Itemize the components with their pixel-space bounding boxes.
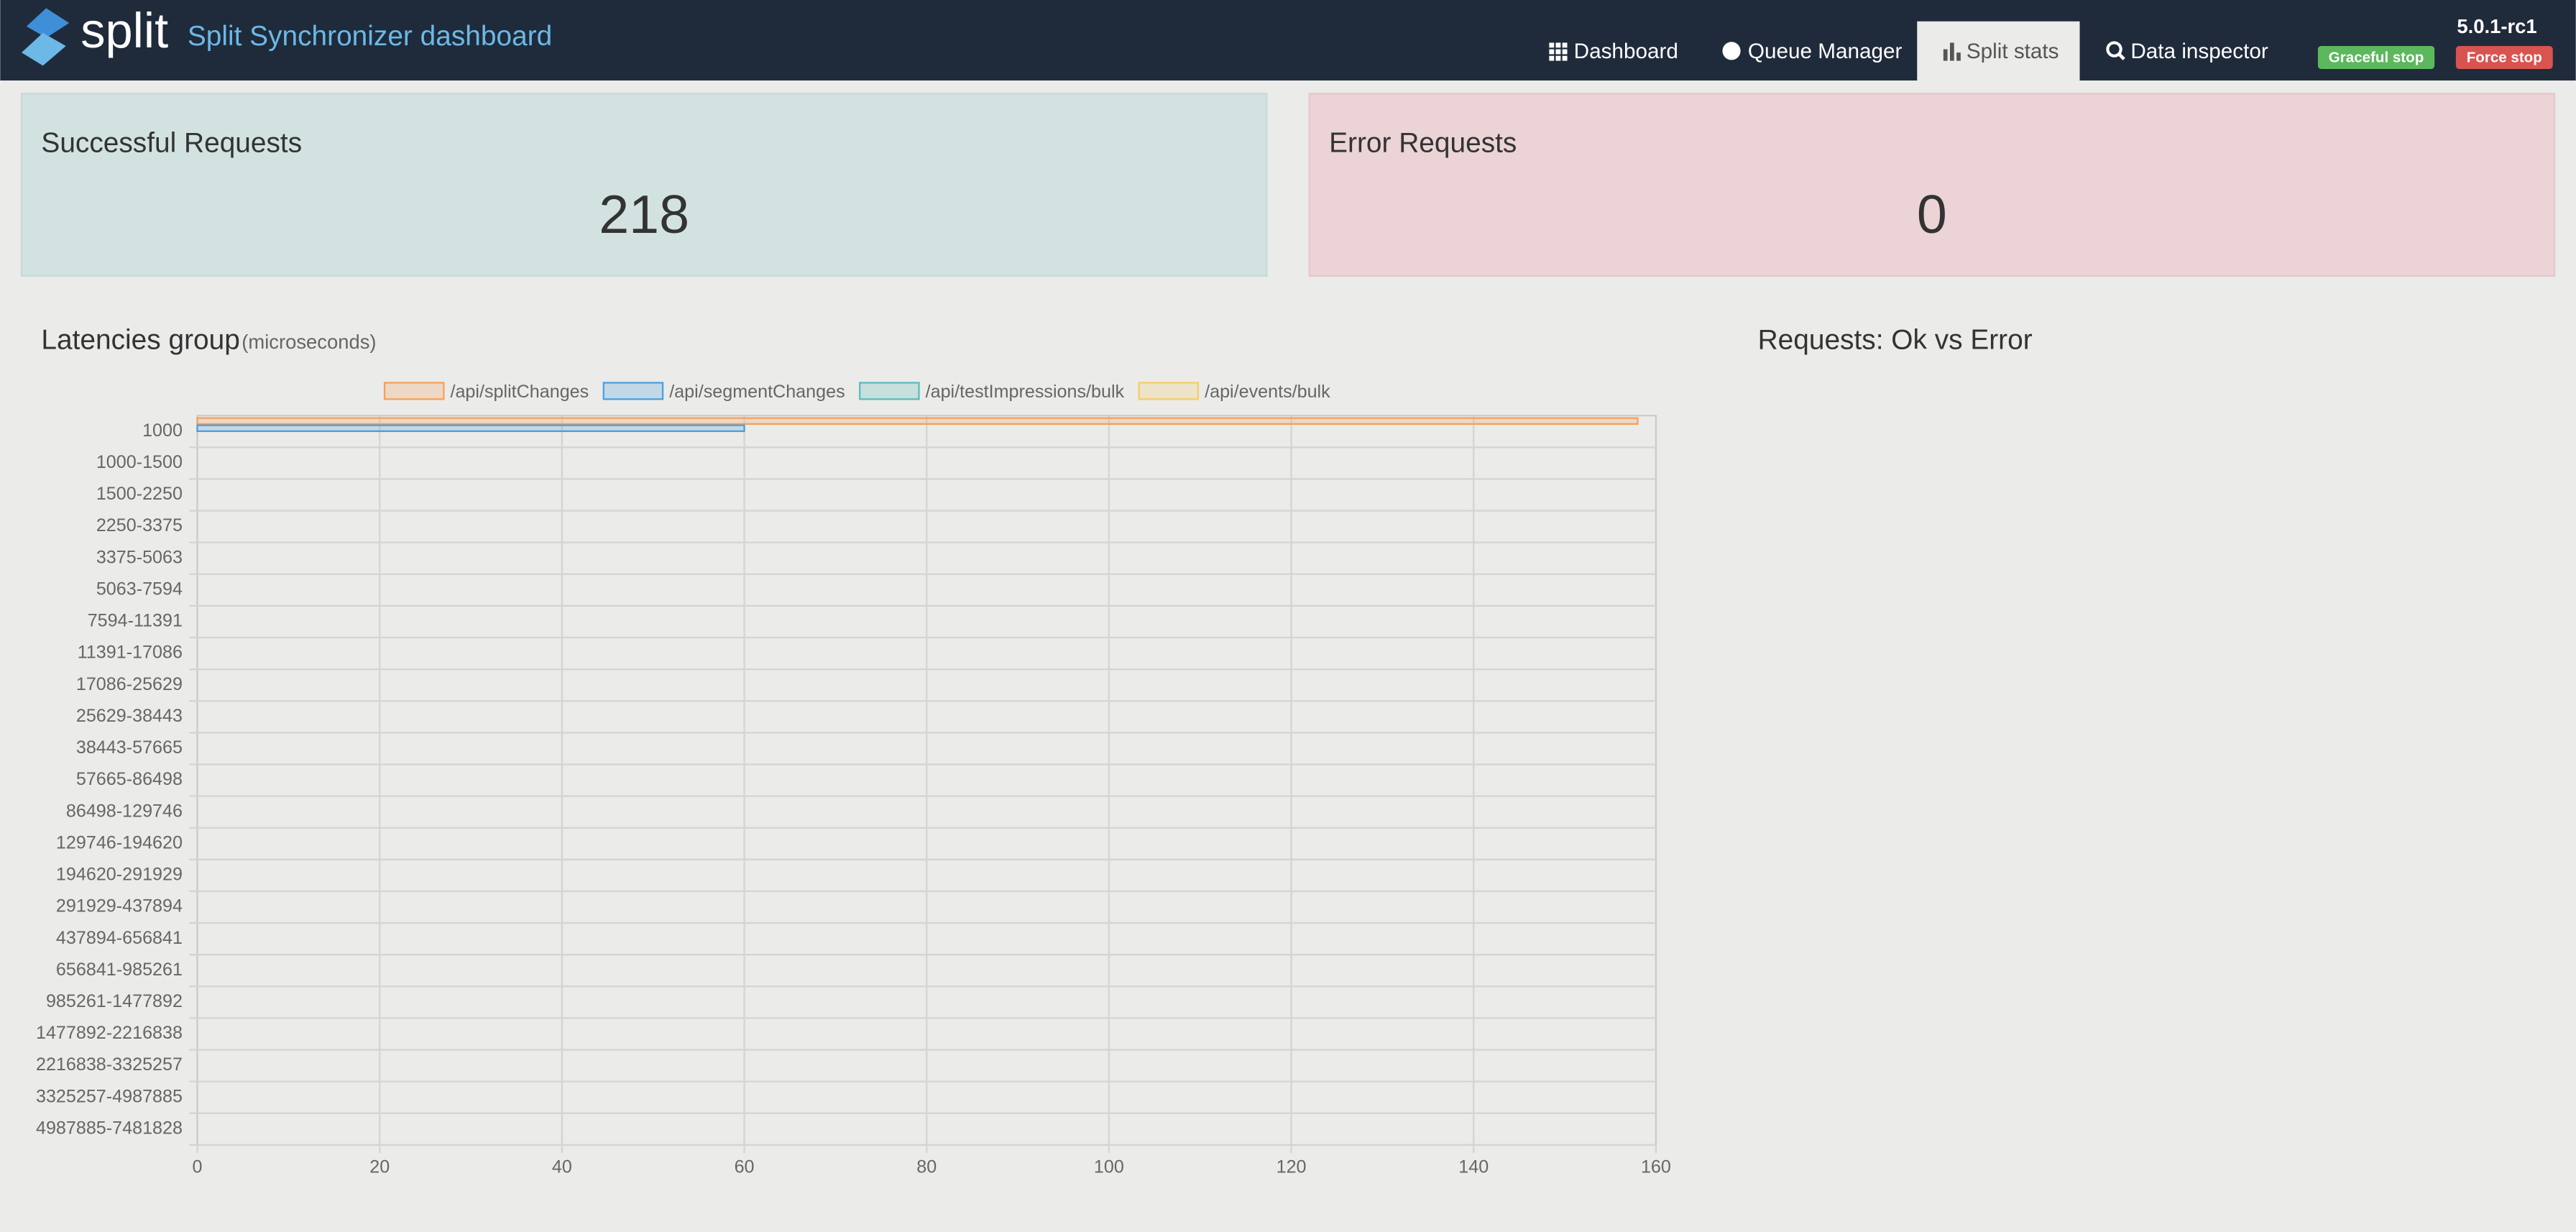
y-tick-label: 194620-291929 [56,865,183,885]
chart-icon [1943,42,1961,61]
y-tick-label: 1477892-2216838 [36,1023,183,1043]
error-card [1308,93,2556,277]
chart-subtitle: (microseconds) [242,331,376,353]
legend-label: /api/splitChanges [450,382,589,402]
y-tick-label: 25629-38443 [76,706,183,726]
y-tick-label: 11391-17086 [78,643,183,663]
x-tick-label: 40 [552,1157,572,1177]
app-title: Split Synchronizer dashboard [188,21,552,52]
x-tick-label: 160 [1641,1157,1671,1177]
navbar [0,0,2576,81]
y-tick-label: 38443-57665 [76,737,183,758]
card-title: Successful Requests [41,127,302,158]
logo [22,8,70,66]
legend-label: /api/events/bulk [1205,382,1330,402]
y-tick-label: 3375-5063 [96,547,183,567]
info-icon [1722,42,1741,60]
y-tick-label: 57665-86498 [76,769,183,789]
legend-swatch [383,382,445,400]
nav-link[interactable]: Dashboard [1574,40,1678,63]
legend-label: /api/segmentChanges [669,382,845,402]
y-tick-label: 1000 [142,420,183,441]
legend-swatch [1138,382,1200,400]
y-tick-label: 1000-1500 [96,452,183,472]
y-tick-label: 437894-656841 [56,928,183,948]
search-icon [2106,41,2125,60]
y-tick-label: 2216838-3325257 [36,1054,183,1075]
y-tick-label: 5063-7594 [96,579,183,599]
force-stop-button[interactable] [2455,45,2553,69]
y-tick-label: 129746-194620 [56,832,183,852]
legend-swatch [602,382,664,400]
legend-label: /api/testImpressions/bulk [926,382,1125,402]
card-value: 0 [1917,184,1947,244]
y-tick-label: 985261-1477892 [46,991,183,1011]
pie-title: Requests: Ok vs Error [1758,325,2033,356]
nav-link[interactable]: Data inspector [2130,40,2268,63]
y-tick-label: 2250-3375 [96,515,183,535]
graceful-stop-button[interactable] [2317,45,2435,69]
x-tick-label: 140 [1458,1157,1489,1177]
version: 5.0.1-rc1 [2457,15,2536,37]
grid-icon [1549,42,1568,61]
chart-title: Latencies group [41,325,239,356]
x-tick-label: 100 [1094,1157,1124,1177]
brand: split [80,3,168,58]
legend-swatch [859,382,920,400]
button-label[interactable]: Force stop [2467,50,2542,66]
y-tick-label: 4987885-7481828 [36,1118,183,1138]
card-title: Error Requests [1329,127,1517,158]
y-tick-label: 3325257-4987885 [36,1086,183,1106]
y-tick-label: 7594-11391 [88,611,183,631]
y-tick-label: 1500-2250 [96,484,183,504]
bar [196,417,1639,425]
x-tick-label: 20 [369,1157,390,1177]
bar [196,424,745,433]
x-tick-label: 0 [193,1157,203,1177]
x-tick-label: 120 [1276,1157,1307,1177]
y-tick-label: 291929-437894 [56,896,183,916]
y-tick-label: 17086-25629 [76,674,183,694]
y-tick-label: 86498-129746 [66,801,183,821]
success-card [20,93,1268,277]
nav-link[interactable]: Split stats [1966,40,2059,63]
button-label[interactable]: Graceful stop [2329,50,2424,66]
x-tick-label: 80 [916,1157,937,1177]
x-tick-label: 60 [735,1157,755,1177]
card-value: 218 [599,184,689,244]
y-tick-label: 656841-985261 [56,960,183,980]
nav-link[interactable]: Queue Manager [1748,40,1903,63]
